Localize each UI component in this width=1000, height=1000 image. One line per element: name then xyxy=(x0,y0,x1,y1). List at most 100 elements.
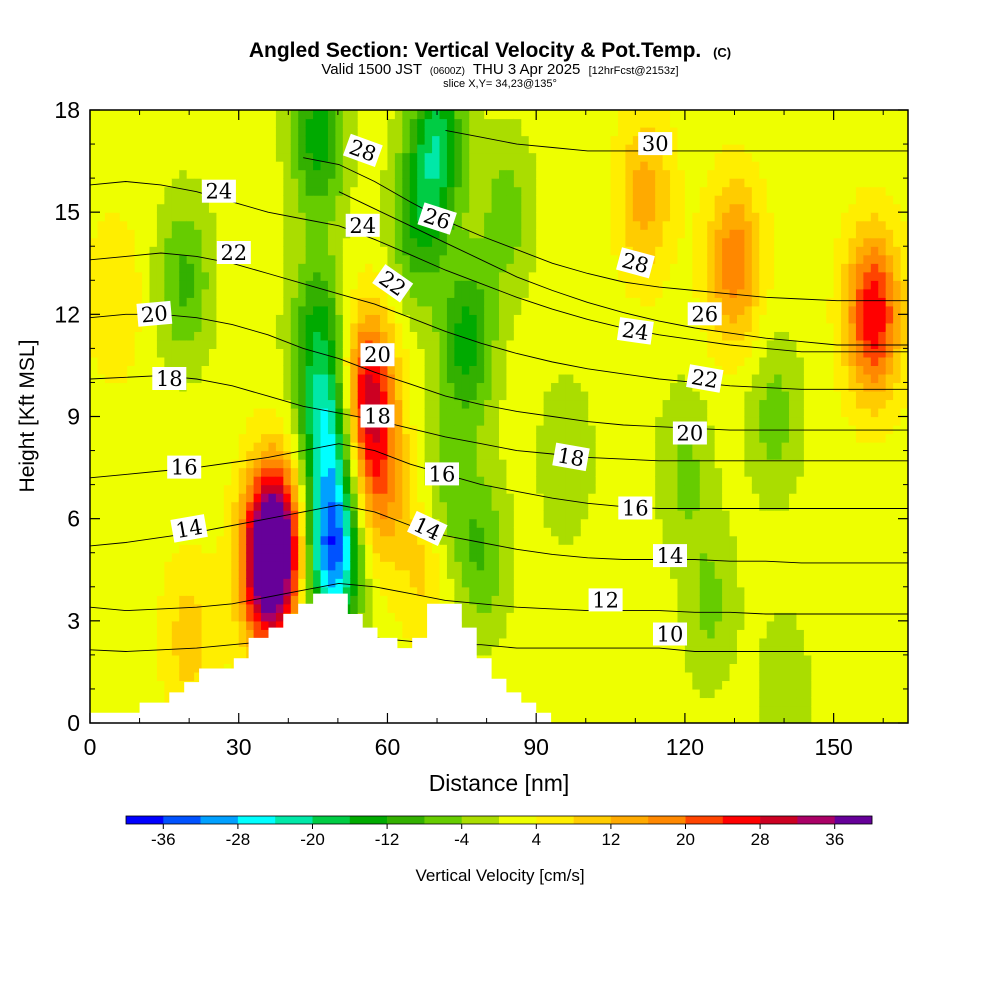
field-cell xyxy=(134,297,143,307)
field-cell xyxy=(275,518,284,528)
field-cell xyxy=(506,178,515,188)
field-cell xyxy=(580,348,589,358)
field-cell xyxy=(142,246,151,256)
field-cell xyxy=(402,603,411,613)
field-cell xyxy=(112,127,121,137)
field-cell xyxy=(298,331,307,341)
field-cell xyxy=(372,527,381,537)
field-cell xyxy=(536,399,545,409)
field-cell xyxy=(275,322,284,332)
field-cell xyxy=(350,186,359,196)
field-cell xyxy=(499,663,508,673)
field-cell xyxy=(372,501,381,511)
field-cell xyxy=(528,399,537,409)
field-cell xyxy=(208,450,218,460)
field-cell xyxy=(603,569,612,579)
field-cell xyxy=(275,620,284,630)
field-cell xyxy=(335,195,344,205)
field-cell xyxy=(290,501,299,511)
field-cell xyxy=(97,620,106,630)
field-cell xyxy=(499,212,508,222)
field-cell xyxy=(387,390,396,401)
field-cell xyxy=(357,569,366,579)
field-cell xyxy=(573,152,582,162)
field-cell xyxy=(97,212,106,222)
field-cell xyxy=(350,501,359,511)
field-cell xyxy=(543,552,552,562)
field-cell xyxy=(127,544,136,554)
field-cell xyxy=(476,169,485,179)
field-cell xyxy=(134,586,143,596)
field-cell xyxy=(223,203,232,213)
field-cell xyxy=(372,620,381,630)
field-cell xyxy=(268,561,277,571)
field-cell xyxy=(476,501,485,511)
field-cell xyxy=(454,586,463,596)
field-cell xyxy=(305,467,314,477)
field-cell xyxy=(90,671,99,682)
field-cell xyxy=(424,433,433,443)
field-cell xyxy=(357,118,366,128)
field-cell xyxy=(238,356,247,367)
field-cell xyxy=(253,399,262,409)
field-cell xyxy=(528,442,537,452)
field-cell xyxy=(313,152,322,162)
field-cell xyxy=(387,484,396,494)
field-cell xyxy=(417,620,426,630)
field-cell xyxy=(320,501,329,511)
field-cell xyxy=(595,467,604,477)
field-cell xyxy=(513,203,522,213)
field-cell xyxy=(104,110,113,120)
field-cell xyxy=(365,578,374,588)
field-cell xyxy=(327,450,336,460)
field-cell xyxy=(179,314,188,324)
field-cell xyxy=(365,595,374,605)
field-cell xyxy=(179,237,188,247)
field-cell xyxy=(283,569,292,579)
field-cell xyxy=(491,169,500,179)
field-cell xyxy=(543,135,552,145)
field-cell xyxy=(528,620,537,630)
field-cell xyxy=(409,603,418,613)
field-cell xyxy=(201,152,210,162)
field-cell xyxy=(156,663,165,673)
field-cell xyxy=(97,348,106,358)
field-cell xyxy=(194,365,203,375)
field-cell xyxy=(446,425,455,435)
field-cell xyxy=(439,561,448,571)
field-cell xyxy=(595,390,604,401)
field-cell xyxy=(461,578,470,588)
field-cell xyxy=(595,680,604,690)
field-cell xyxy=(432,254,441,264)
field-cell xyxy=(171,620,180,630)
field-cell xyxy=(528,510,537,520)
field-cell xyxy=(223,476,232,486)
field-cell xyxy=(387,254,396,264)
field-cell xyxy=(231,467,240,477)
field-cell xyxy=(424,552,433,562)
field-cell xyxy=(320,382,329,392)
field-cell xyxy=(90,263,99,273)
field-cell xyxy=(327,263,336,273)
field-cell xyxy=(298,356,307,367)
field-cell xyxy=(521,552,530,562)
field-cell xyxy=(179,510,188,520)
field-cell xyxy=(290,195,299,205)
field-cell xyxy=(484,510,493,520)
field-cell xyxy=(156,356,165,367)
field-cell xyxy=(372,493,381,503)
field-cell xyxy=(223,620,232,630)
field-cell xyxy=(528,671,537,682)
field-cell xyxy=(595,637,604,647)
field-cell xyxy=(134,671,143,682)
field-cell xyxy=(432,288,441,298)
field-cell xyxy=(194,620,203,630)
field-cell xyxy=(313,544,322,554)
field-cell xyxy=(380,373,389,384)
field-cell xyxy=(261,612,270,622)
field-cell xyxy=(208,620,218,630)
field-cell xyxy=(119,552,128,562)
field-cell xyxy=(432,442,441,452)
field-cell xyxy=(521,467,530,477)
field-cell xyxy=(261,322,270,332)
